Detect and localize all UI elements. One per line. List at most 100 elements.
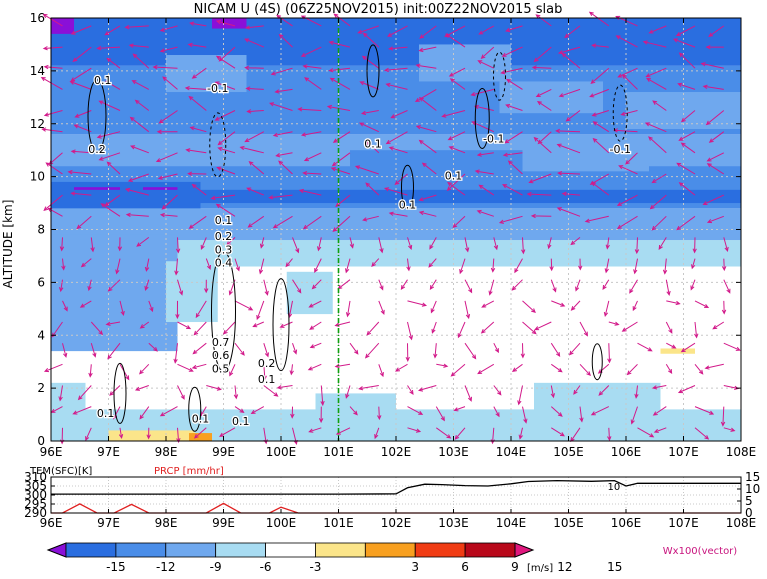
wind-vector (533, 46, 552, 63)
contour-label: 0.7 (212, 336, 230, 349)
colorbar-segment (315, 542, 366, 558)
shade-patch (51, 18, 74, 34)
wind-vector (354, 165, 379, 175)
wind-vector (275, 152, 293, 158)
wind-vector (653, 427, 667, 433)
wind-vector (204, 279, 209, 294)
wind-vector (407, 321, 413, 341)
wind-vector (67, 169, 92, 175)
colorbar-label: -9 (210, 560, 222, 574)
wind-vector (59, 237, 65, 252)
wind-vector (173, 343, 178, 364)
sub-x-tick-label: 105E (553, 516, 584, 530)
wind-vector (377, 406, 382, 421)
wind-vector (272, 131, 293, 137)
wind-vector (662, 258, 668, 275)
colorbar-segment (464, 542, 516, 558)
wind-vector (607, 427, 612, 442)
colorbar-label: 15 (607, 560, 622, 574)
wind-vector (449, 78, 466, 90)
wind-vector (720, 406, 726, 427)
wind-vector (139, 321, 150, 329)
contour-label: 0.3 (215, 243, 233, 256)
shade-patch (286, 271, 333, 315)
contour-label: 0.1 (258, 373, 276, 386)
shade-patch (499, 81, 603, 114)
wind-vector (387, 25, 408, 37)
contour-loop (87, 79, 107, 153)
wind-vector (620, 110, 638, 116)
wind-vector (175, 237, 181, 254)
wind-vector (394, 363, 408, 372)
wind-vector (256, 300, 265, 321)
wind-vector (470, 88, 494, 97)
y-tick-label: 8 (37, 223, 45, 237)
wind-vector (436, 427, 452, 439)
wind-vector (90, 321, 104, 336)
wind-vector (42, 46, 63, 51)
wind-vector (200, 406, 207, 417)
wind-vector (139, 406, 150, 420)
wind-vector (407, 385, 414, 395)
contour-label: 0.1 (445, 169, 463, 182)
wind-vector (579, 321, 588, 337)
wind-vector (244, 25, 264, 30)
wind-vector (531, 65, 552, 70)
wind-vector (268, 194, 293, 200)
wind-vector (40, 77, 63, 90)
wind-vector (579, 363, 591, 377)
contour-loop (211, 250, 236, 372)
wind-vector (447, 131, 466, 141)
wind-vector (723, 237, 729, 253)
wind-vector (632, 300, 638, 312)
wind-vector (592, 137, 610, 154)
wind-vector (177, 385, 185, 400)
wind-vector (206, 385, 222, 391)
sub-x-tick-label: 97E (97, 516, 120, 530)
wind-vector (551, 300, 566, 307)
wind-vector (556, 143, 581, 154)
wind-vector (414, 88, 437, 102)
wind-vector (415, 63, 437, 69)
wind-vector (630, 406, 638, 425)
wind-vector (62, 300, 68, 312)
wind-vector (365, 182, 380, 196)
wind-vector (477, 363, 495, 375)
wind-vector (464, 385, 472, 402)
contour-loop (591, 343, 603, 381)
wind-vector (129, 116, 150, 133)
wind-vector (361, 55, 380, 69)
wind-vector (332, 131, 351, 143)
contour-loop (474, 87, 490, 149)
shade-patch (51, 234, 178, 352)
wind-vector (480, 46, 495, 60)
wind-vector (222, 321, 236, 335)
contour-label: 0.6 (212, 349, 230, 362)
colorbar-label: 12 (557, 560, 572, 574)
wind-vector (210, 194, 236, 201)
wind-vector (421, 162, 437, 175)
wind-vector (579, 406, 584, 423)
wind-vector (244, 38, 264, 48)
wind-vector (551, 427, 565, 437)
x-tick-label: 101E (323, 445, 354, 459)
wind-vector (246, 109, 264, 114)
wind-vector (217, 146, 236, 154)
wind-vector (419, 25, 437, 39)
wind-vector (134, 385, 149, 391)
wind-vector (603, 300, 610, 318)
wind-vector (144, 279, 150, 291)
wind-vector (302, 64, 322, 69)
wind-vector (453, 406, 466, 412)
wind-vector (383, 187, 408, 196)
wind-vector (507, 160, 523, 175)
colorbar-label: -3 (309, 560, 321, 574)
wind-vector (537, 131, 552, 145)
x-tick-label: 103E (438, 445, 469, 459)
wind-vector (117, 237, 123, 252)
wind-vector (189, 126, 207, 133)
wind-vector (575, 279, 581, 292)
sub-x-tick-label: 99E (212, 516, 235, 530)
